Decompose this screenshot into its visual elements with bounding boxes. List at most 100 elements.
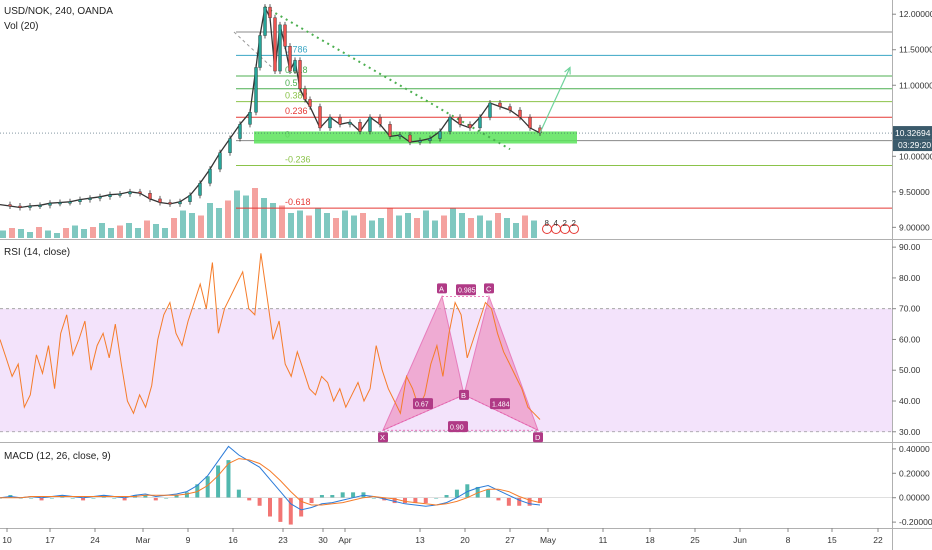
macd-histogram-bar [371, 497, 376, 499]
harmonic-point-badge [484, 283, 494, 294]
macd-histogram-bar [112, 497, 117, 499]
candle [88, 198, 92, 200]
harmonic-point-badge [378, 432, 388, 443]
volume-bar [207, 203, 213, 238]
macd-histogram-bar [309, 497, 314, 504]
fib-level-label: 0.786 [285, 44, 308, 54]
volume-bar [360, 213, 366, 238]
time-tick-label: 25 [690, 535, 700, 545]
event-marker[interactable] [569, 224, 579, 234]
volume-bar [306, 215, 312, 238]
candle [238, 124, 242, 139]
time-tick-label: 27 [505, 535, 515, 545]
candle [78, 199, 82, 202]
candle [428, 138, 432, 141]
volume-bar [405, 213, 411, 238]
time-tick-label: 23 [278, 535, 288, 545]
volume-bar [450, 208, 456, 238]
volume-bar [18, 229, 24, 238]
macd-histogram-bar [39, 497, 44, 501]
candle [8, 204, 12, 207]
candle [348, 121, 352, 125]
macd-histogram-bar [423, 497, 428, 504]
rsi-line [0, 253, 541, 420]
macd-histogram-bar [330, 495, 335, 498]
time-tick-label: Jun [733, 535, 747, 545]
volume-bar [99, 223, 105, 238]
volume-label: Vol (20) [4, 21, 38, 32]
time-tick-label: 24 [90, 535, 100, 545]
candle [308, 99, 312, 107]
candle [498, 102, 502, 107]
harmonic-ratio-label: 0.985 [458, 288, 476, 295]
harmonic-point-label: B [461, 391, 466, 400]
macd-tick-label: 0.20000 [899, 468, 930, 478]
macd-histogram-bar [444, 495, 449, 498]
volume-bar [279, 205, 285, 238]
macd-histogram-bar [70, 497, 75, 499]
macd-histogram-bar [527, 497, 532, 506]
macd-histogram-bar [174, 495, 179, 498]
time-tick-label: 16 [228, 535, 238, 545]
candle [118, 193, 122, 196]
time-tick-label: May [540, 535, 557, 545]
macd-histogram-bar [413, 497, 418, 504]
macd-tick-label: -0.20000 [899, 517, 932, 527]
volume-bar [225, 200, 231, 238]
candle [528, 117, 532, 129]
price-tick-label: 10.00000 [899, 151, 932, 161]
event-marker-label: 2 [563, 219, 568, 228]
macd-histogram-bar [392, 497, 397, 504]
harmonic-ratio-label: 0.90 [450, 425, 464, 432]
rsi-tick-label: 70.00 [899, 304, 921, 314]
candle [228, 138, 232, 153]
candle [158, 198, 162, 203]
candle [18, 205, 22, 208]
macd-histogram-bar [164, 497, 169, 499]
macd-histogram-bar [236, 489, 241, 498]
harmonic-point-label: A [439, 284, 444, 293]
macd-histogram-bar [205, 476, 210, 498]
candle [293, 60, 297, 72]
fib-level-label: 0.5 [285, 78, 298, 88]
time-tick-label: Apr [338, 535, 351, 545]
harmonic-ratio-badge [413, 398, 433, 410]
macd-histogram-bar [434, 497, 439, 499]
candle [388, 124, 392, 137]
volume-bar [522, 215, 528, 238]
volume-bar [369, 220, 375, 238]
event-marker-label: 8 [545, 219, 550, 228]
harmonic-ratio-label: 1.484 [492, 402, 510, 409]
event-marker-label: 4 [554, 219, 559, 228]
candle [518, 109, 522, 118]
macd-histogram-bar [538, 497, 542, 504]
fib-level-label: 0.236 [285, 106, 308, 116]
macd-histogram-bar [496, 497, 501, 501]
candle [298, 60, 302, 90]
volume-bar [459, 213, 465, 238]
signal-line [0, 458, 541, 506]
candle [268, 6, 272, 18]
volume-bar [252, 188, 258, 238]
volume-bar [351, 215, 357, 238]
volume-bar [198, 215, 204, 238]
volume-bar [396, 215, 402, 238]
time-tick-label: 17 [45, 535, 55, 545]
rsi-tick-label: 90.00 [899, 242, 921, 252]
volume-bar [468, 218, 474, 238]
time-tick-label: 22 [873, 535, 883, 545]
volume-bar [333, 218, 339, 238]
candle [38, 205, 42, 208]
macd-histogram-bar [29, 497, 34, 499]
macd-histogram-bar [268, 497, 272, 517]
harmonic-ratio-line [382, 394, 465, 431]
price-tick-label: 11.50000 [899, 45, 932, 55]
volume-bar [513, 223, 519, 238]
volume-bar [378, 218, 384, 238]
volume-bar [216, 208, 222, 238]
macd-histogram-bar [403, 497, 407, 504]
candle [48, 202, 52, 206]
candle [28, 205, 32, 208]
macd-histogram-bar [257, 497, 262, 506]
